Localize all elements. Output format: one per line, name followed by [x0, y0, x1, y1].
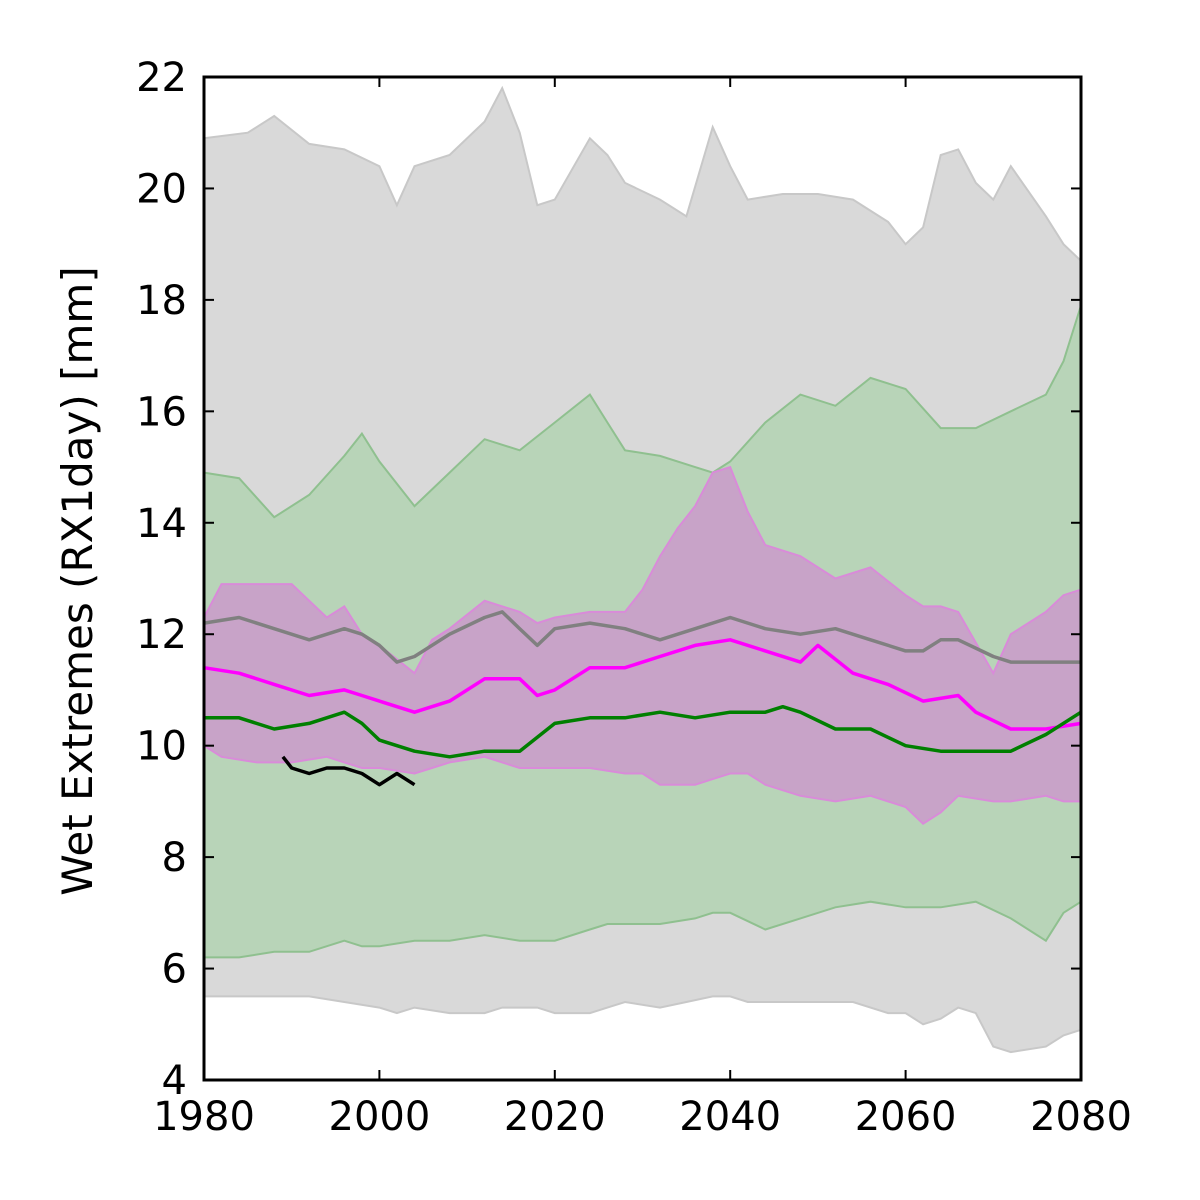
uncertainty-bands: [203, 85, 1082, 1054]
y-tick-label: 4: [162, 1058, 187, 1104]
x-tick-label: 2060: [855, 1094, 957, 1140]
x-tick-label: 2020: [504, 1094, 606, 1140]
series-line-1: [203, 638, 1082, 731]
y-tick-label: 22: [136, 55, 187, 101]
y-tick-label: 12: [136, 612, 187, 658]
y-tick-label: 14: [136, 501, 187, 547]
plot-frame: [202, 75, 1083, 1082]
series-line-2: [204, 704, 1082, 759]
y-tick-label: 6: [162, 947, 187, 993]
y-tick-label: 20: [136, 166, 187, 212]
x-tick-label: 1980: [153, 1094, 255, 1140]
y-tick-label: 10: [136, 724, 187, 770]
y-tick-label: 18: [136, 278, 187, 324]
series-line-3: [281, 755, 416, 787]
series-line-0: [203, 610, 1081, 664]
axis-ticks: 1980 2000 2020 2040 2060 2080 4 6 8 10 12 14 16 18 20 2…: [136, 55, 1132, 1140]
series-lines: [203, 610, 1082, 787]
x-tick-label: 2040: [679, 1094, 781, 1140]
y-tick-label: 8: [162, 835, 187, 881]
y-axis-label: Wet Extremes (RX1day) [mm]: [53, 266, 102, 895]
x-tick-label: 2080: [1030, 1094, 1132, 1140]
y-tick-label: 16: [136, 389, 187, 435]
x-tick-label: 2000: [329, 1094, 431, 1140]
